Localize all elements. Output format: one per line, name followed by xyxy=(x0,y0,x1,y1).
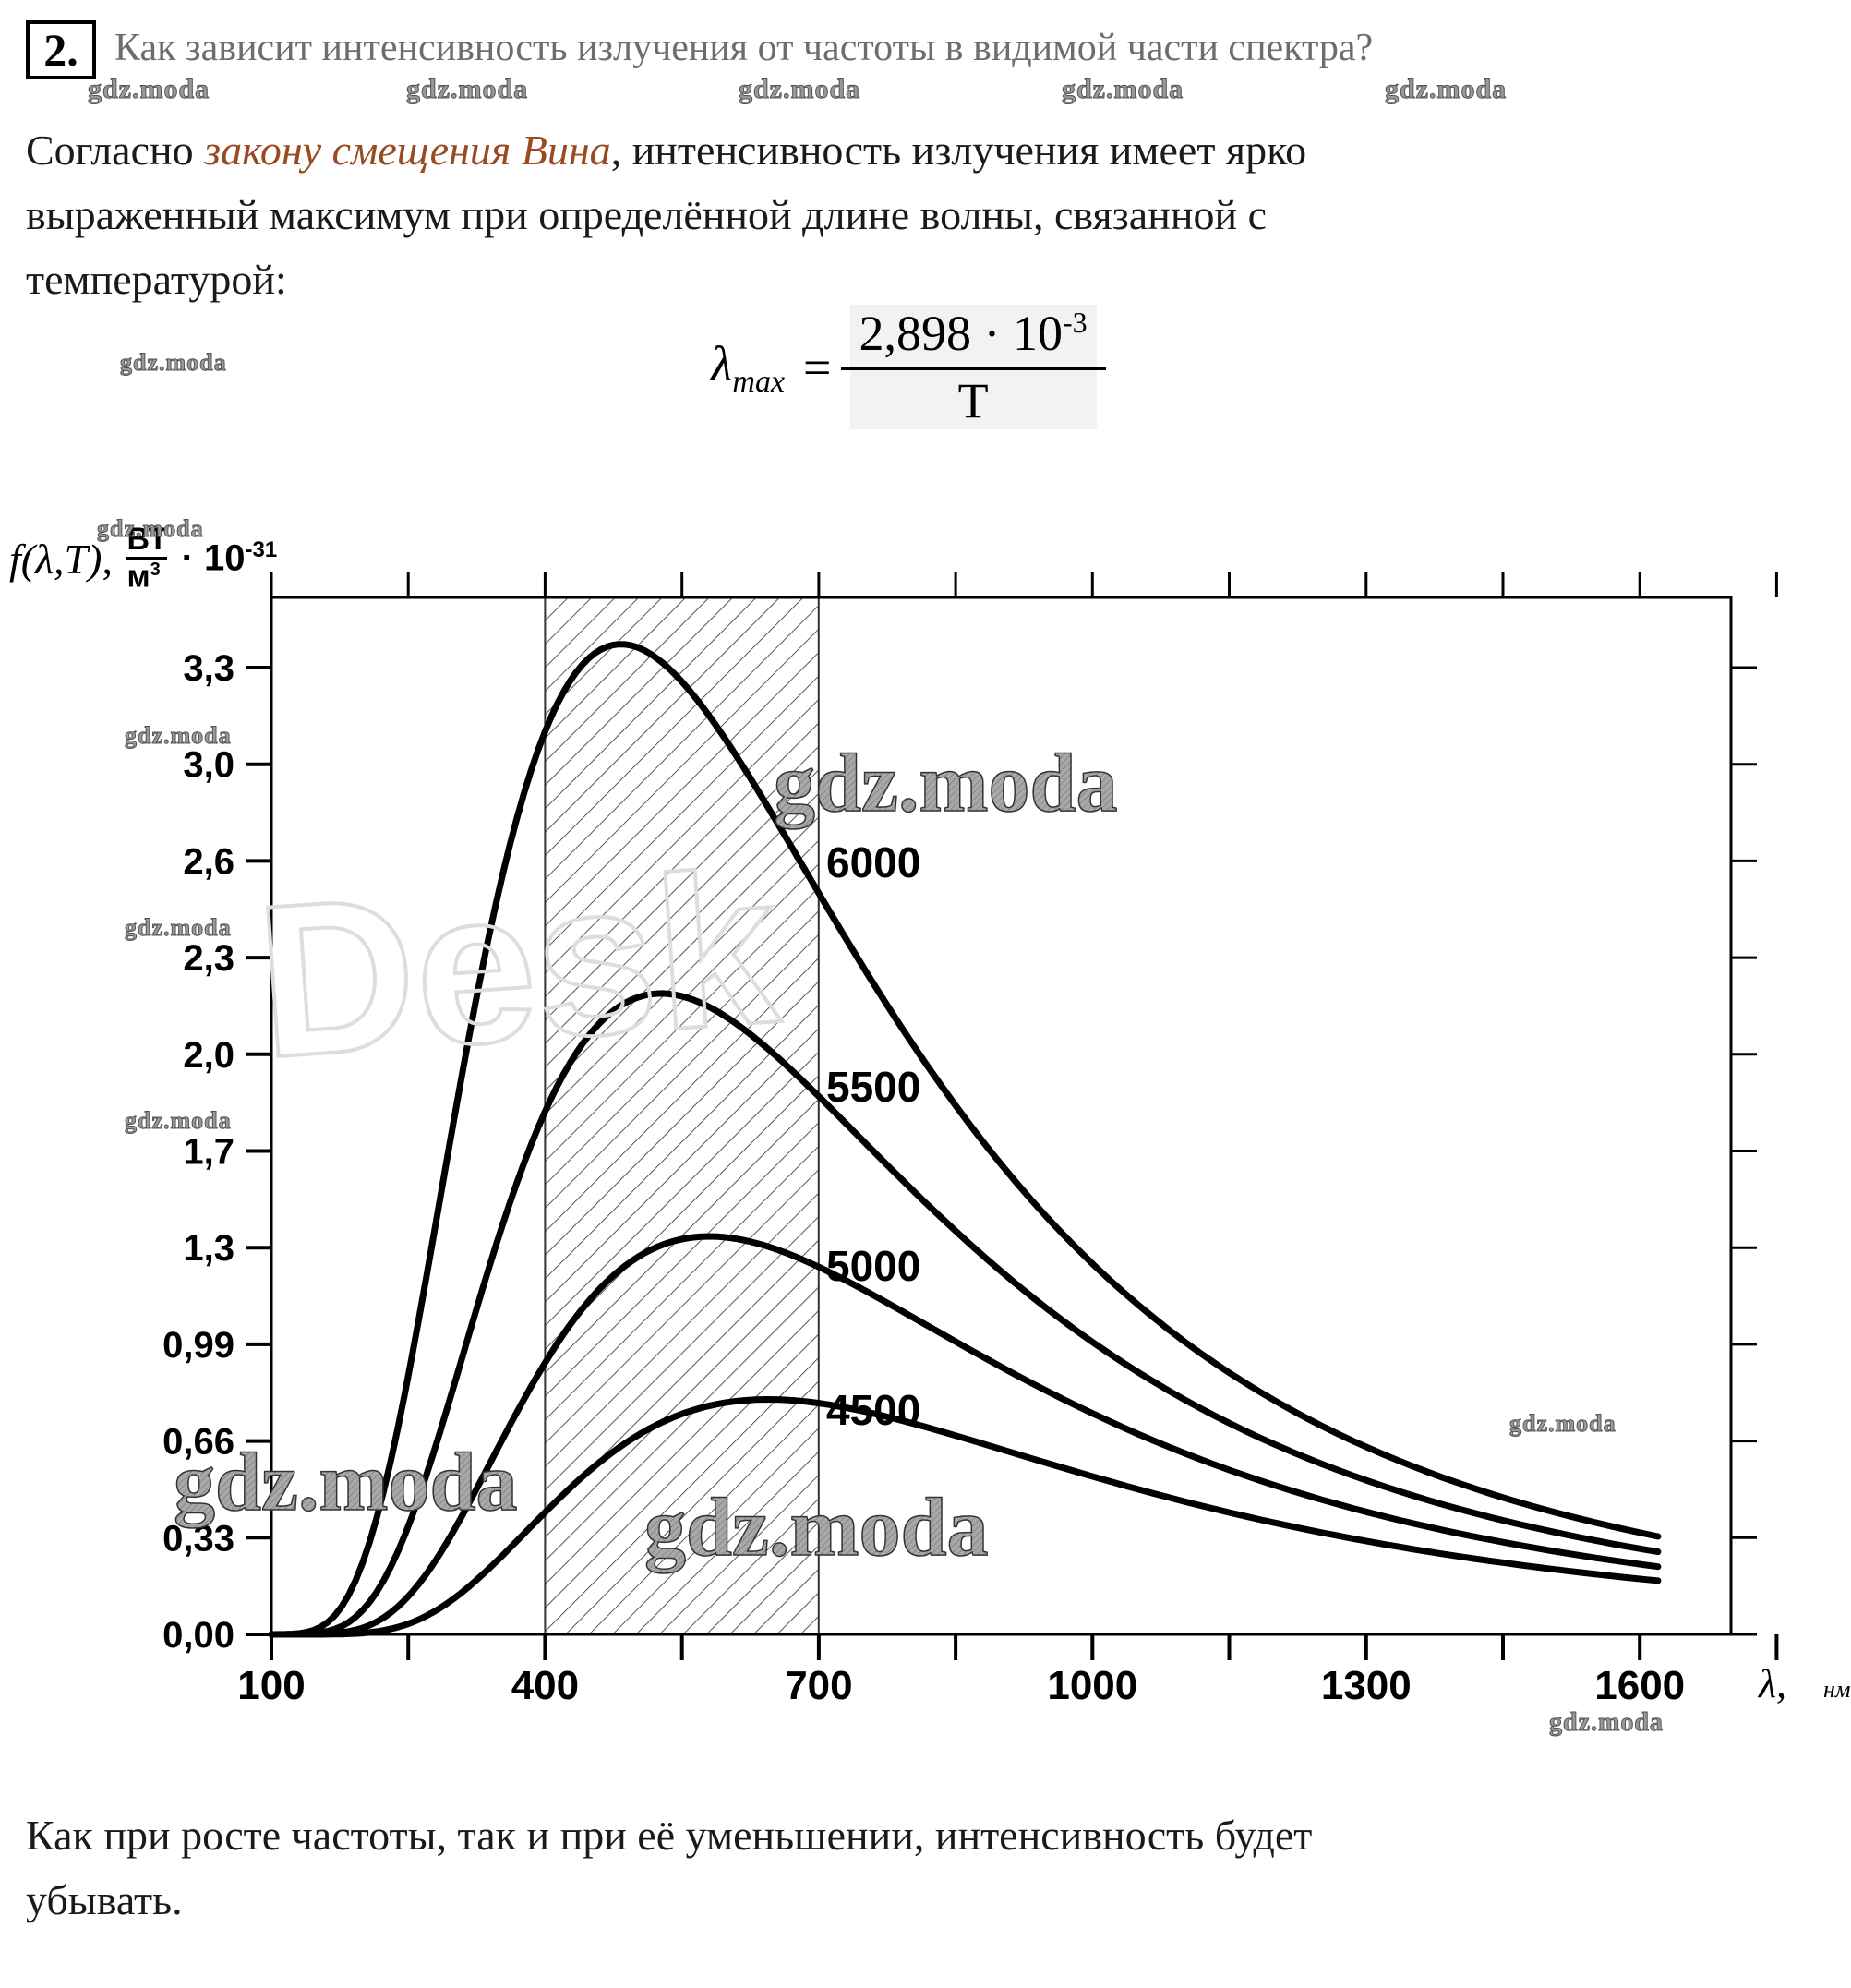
svg-text:1,3: 1,3 xyxy=(183,1228,234,1269)
svg-text:λ,: λ, xyxy=(1757,1661,1786,1706)
svg-text:2,0: 2,0 xyxy=(183,1035,234,1076)
svg-text:100: 100 xyxy=(237,1663,305,1708)
svg-text:3,3: 3,3 xyxy=(183,648,234,689)
svg-text:0,00: 0,00 xyxy=(162,1615,234,1656)
svg-text:3,0: 3,0 xyxy=(183,745,234,786)
svg-text:5000: 5000 xyxy=(826,1242,920,1290)
svg-text:700: 700 xyxy=(785,1663,852,1708)
svg-text:0,99: 0,99 xyxy=(162,1325,234,1366)
svg-text:400: 400 xyxy=(511,1663,579,1708)
svg-text:5500: 5500 xyxy=(826,1063,920,1111)
svg-text:нм: нм xyxy=(1823,1676,1851,1703)
svg-text:2,3: 2,3 xyxy=(183,938,234,979)
svg-text:gdz.moda: gdz.moda xyxy=(174,1437,518,1528)
svg-text:1000: 1000 xyxy=(1047,1663,1137,1708)
svg-text:1300: 1300 xyxy=(1321,1663,1412,1708)
svg-text:1600: 1600 xyxy=(1594,1663,1685,1708)
svg-text:4500: 4500 xyxy=(826,1386,920,1434)
svg-text:gdz.moda: gdz.moda xyxy=(774,738,1118,829)
svg-text:2,6: 2,6 xyxy=(183,841,234,882)
svg-text:Desk: Desk xyxy=(250,825,785,1103)
svg-text:gdz.moda: gdz.moda xyxy=(644,1488,989,1573)
svg-text:1,7: 1,7 xyxy=(183,1132,234,1173)
